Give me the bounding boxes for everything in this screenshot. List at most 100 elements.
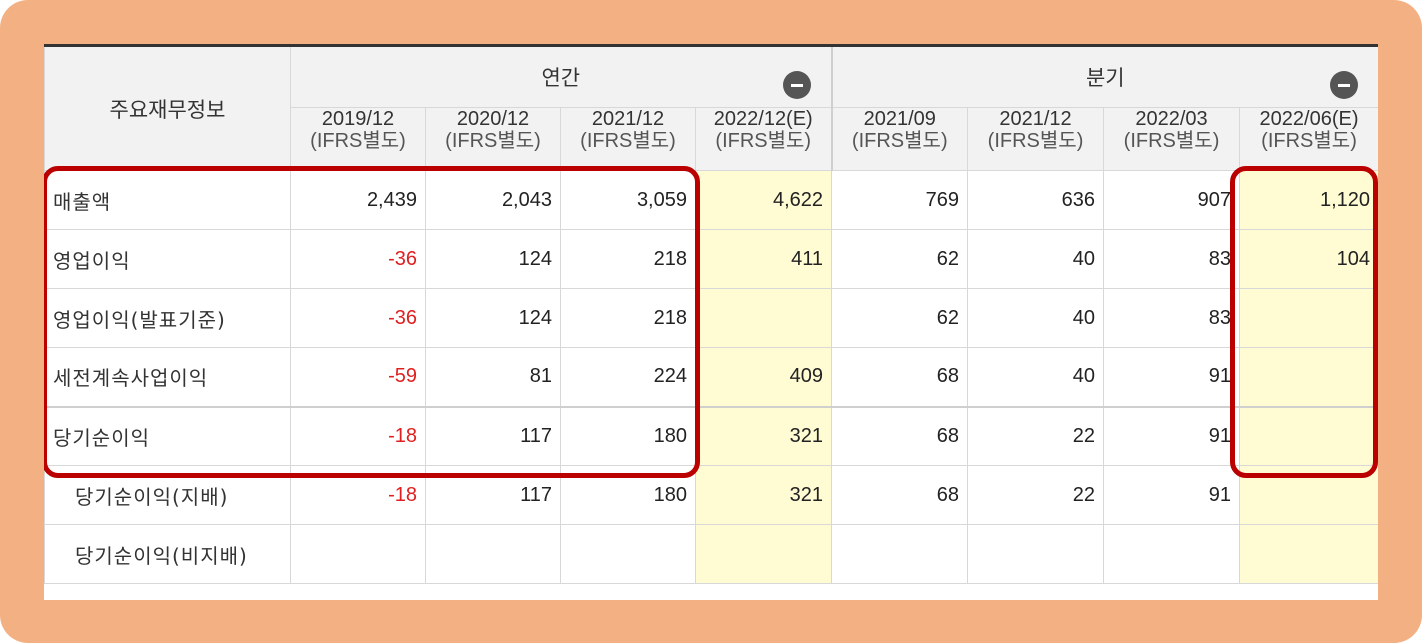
table-row: 매출액 2,439 2,043 3,059 4,622 769 636 907 1,120 xyxy=(44,170,1378,230)
value-cell: 124 xyxy=(425,288,561,348)
value-cell: 636 xyxy=(967,170,1105,230)
value-cell xyxy=(967,524,1105,584)
value-cell xyxy=(1103,524,1241,584)
row-label: 세전계속사업이익 xyxy=(44,347,291,407)
period-header: 2021/09 (IFRS별도) xyxy=(831,107,969,171)
value-cell xyxy=(1239,524,1378,584)
value-cell xyxy=(290,524,426,584)
value-cell: 22 xyxy=(967,405,1105,466)
collapse-minus-icon[interactable] xyxy=(782,71,811,99)
value-cell: 91 xyxy=(1103,465,1241,525)
period-header: 2020/12 (IFRS별도) xyxy=(425,107,561,171)
table-row: 당기순이익 -18 117 180 321 68 22 91 xyxy=(44,405,1378,466)
period-header: 2021/12 (IFRS별도) xyxy=(560,107,696,171)
period-basis: (IFRS별도) xyxy=(580,130,676,152)
value-cell: 2,043 xyxy=(425,170,561,230)
value-cell: 1,120 xyxy=(1239,170,1378,230)
value-cell: 68 xyxy=(831,405,969,466)
period-date: 2021/12 xyxy=(591,108,665,131)
value-cell xyxy=(1239,465,1378,525)
value-cell xyxy=(560,524,696,584)
group-label: 분기 xyxy=(1085,66,1125,90)
value-cell: 40 xyxy=(967,288,1105,348)
row-label: 매출액 xyxy=(44,170,291,230)
value-cell: 83 xyxy=(1103,229,1241,289)
value-cell: 117 xyxy=(425,465,561,525)
table-row: 영업이익 -36 124 218 411 62 40 83 104 xyxy=(44,229,1378,289)
value-cell: 104 xyxy=(1239,229,1378,289)
value-cell: 68 xyxy=(831,347,969,407)
value-cell: 769 xyxy=(831,170,969,230)
value-cell: 321 xyxy=(694,465,833,525)
value-cell: 62 xyxy=(831,288,969,348)
table-row: 세전계속사업이익 -59 81 224 409 68 40 91 xyxy=(44,347,1378,407)
table-body: 매출액 2,439 2,043 3,059 4,622 769 636 907 1,120 영업이… xyxy=(44,170,1378,584)
period-basis: (IFRS별도) xyxy=(1123,130,1220,152)
value-cell: 409 xyxy=(694,347,833,407)
collapse-minus-icon[interactable] xyxy=(1330,71,1359,99)
value-cell: 22 xyxy=(967,465,1105,525)
value-cell: 91 xyxy=(1103,405,1241,466)
group-header-annual: 연간 xyxy=(289,45,833,108)
value-cell: 321 xyxy=(694,405,833,466)
value-cell: 62 xyxy=(831,229,969,289)
period-date: 2022/03 xyxy=(1135,108,1208,131)
row-label: 당기순이익 xyxy=(44,405,291,466)
value-cell: -36 xyxy=(290,288,426,348)
period-header: 2022/06(E) (IFRS별도) xyxy=(1239,107,1378,171)
value-cell: 40 xyxy=(967,229,1105,289)
row-label: 당기순이익(지배) xyxy=(44,465,291,525)
table-row: 당기순이익(비지배) xyxy=(44,524,1378,584)
value-cell: 4,622 xyxy=(694,170,833,230)
period-basis: (IFRS별도) xyxy=(1261,130,1357,152)
value-cell: 907 xyxy=(1103,170,1241,230)
period-basis: (IFRS별도) xyxy=(715,130,812,152)
period-header: 2021/12 (IFRS별도) xyxy=(967,107,1105,171)
table-row: 당기순이익(지배) -18 117 180 321 68 22 91 xyxy=(44,465,1378,525)
value-cell xyxy=(694,524,833,584)
value-cell: 180 xyxy=(560,405,696,466)
value-cell: 180 xyxy=(560,465,696,525)
period-header: 2019/12 (IFRS별도) xyxy=(290,107,426,171)
period-basis: (IFRS별도) xyxy=(851,130,948,152)
group-label: 연간 xyxy=(541,66,581,90)
period-basis: (IFRS별도) xyxy=(310,130,406,152)
value-cell xyxy=(1239,405,1378,466)
value-cell xyxy=(425,524,561,584)
value-cell: 83 xyxy=(1103,288,1241,348)
value-cell xyxy=(1239,347,1378,407)
period-date: 2022/12(E) xyxy=(713,108,813,131)
group-header-quarterly: 분기 xyxy=(831,45,1378,108)
value-cell xyxy=(831,524,969,584)
period-date: 2021/12 xyxy=(999,108,1072,131)
period-header: 2022/12(E) (IFRS별도) xyxy=(694,107,833,171)
row-label: 당기순이익(비지배) xyxy=(44,524,291,584)
financial-summary-table: 주요재무정보 연간 분기 2019/12 (IFRS별도) 2020/12 (IFR… xyxy=(44,44,1378,584)
table-row: 영업이익(발표기준) -36 124 218 62 40 83 xyxy=(44,288,1378,348)
value-cell: 224 xyxy=(560,347,696,407)
value-cell: 124 xyxy=(425,229,561,289)
value-cell: 3,059 xyxy=(560,170,696,230)
value-cell: 117 xyxy=(425,405,561,466)
value-cell xyxy=(694,288,833,348)
row-label: 영업이익(발표기준) xyxy=(44,288,291,348)
value-cell: 218 xyxy=(560,288,696,348)
value-cell: -36 xyxy=(290,229,426,289)
value-cell: 411 xyxy=(694,229,833,289)
financial-info-panel: 주요재무정보 연간 분기 2019/12 (IFRS별도) 2020/12 (IFR… xyxy=(44,44,1378,600)
value-cell: 91 xyxy=(1103,347,1241,407)
period-basis: (IFRS별도) xyxy=(445,130,541,152)
value-cell: 2,439 xyxy=(290,170,426,230)
period-date: 2020/12 xyxy=(456,108,530,131)
period-date: 2019/12 xyxy=(321,108,395,131)
corner-header: 주요재무정보 xyxy=(44,45,291,171)
value-cell: -59 xyxy=(290,347,426,407)
period-date: 2021/09 xyxy=(863,108,936,131)
value-cell: 40 xyxy=(967,347,1105,407)
period-basis: (IFRS별도) xyxy=(987,130,1084,152)
value-cell: -18 xyxy=(290,405,426,466)
value-cell: -18 xyxy=(290,465,426,525)
value-cell xyxy=(1239,288,1378,348)
value-cell: 218 xyxy=(560,229,696,289)
